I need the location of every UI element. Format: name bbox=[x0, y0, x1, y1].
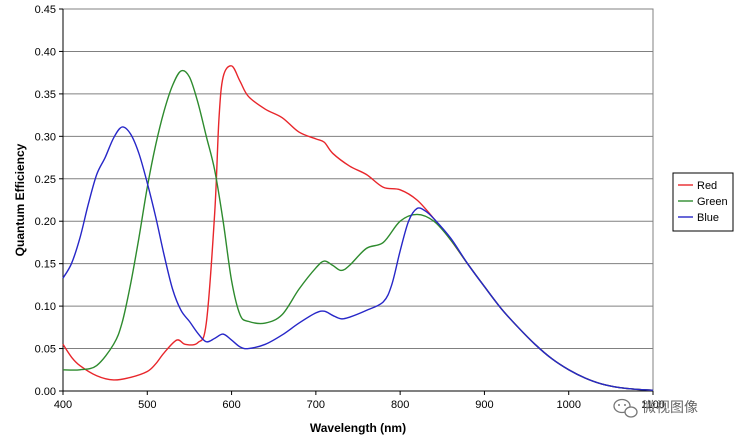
x-tick-label: 1100 bbox=[641, 399, 665, 411]
x-tick-label: 1000 bbox=[556, 399, 580, 411]
chat-bubble-icon bbox=[613, 398, 638, 418]
y-tick-label: 0.30 bbox=[35, 131, 56, 143]
watermark-text: 微视图像 bbox=[642, 399, 698, 415]
series-line-blue bbox=[62, 126, 654, 391]
y-axis-title: Quantum Efficiency bbox=[13, 143, 27, 256]
x-tick-label: 900 bbox=[475, 399, 493, 411]
y-tick-label: 0.25 bbox=[35, 174, 56, 186]
legend-box bbox=[672, 172, 734, 232]
y-tick-label: 0.05 bbox=[35, 344, 56, 356]
axes bbox=[62, 9, 653, 392]
series-line-red bbox=[62, 65, 654, 391]
y-tick-label: 0.45 bbox=[35, 4, 56, 16]
y-tick-label: 0.35 bbox=[35, 89, 56, 101]
legend-label-red: Red bbox=[697, 180, 717, 192]
y-tick-label: 0.10 bbox=[35, 301, 56, 313]
watermark: 微视图像 bbox=[613, 398, 698, 418]
y-tick-labels: 0.00 0.05 0.10 0.15 0.20 0.25 0.30 0.35 0.40 0.45 bbox=[35, 4, 63, 398]
gridlines bbox=[63, 8, 653, 350]
y-tick-label: 0.20 bbox=[35, 216, 56, 228]
x-tick-labels: 400 500 600 700 800 900 1000 1100 bbox=[54, 391, 665, 411]
x-tick-label: 700 bbox=[307, 399, 325, 411]
legend: Red Green Blue bbox=[672, 172, 734, 232]
y-tick-label: 0.00 bbox=[35, 386, 56, 398]
y-tick-label: 0.15 bbox=[35, 259, 56, 271]
legend-label-blue: Blue bbox=[697, 212, 719, 224]
x-tick-label: 600 bbox=[222, 399, 240, 411]
x-axis-title: Wavelength (nm) bbox=[310, 421, 406, 435]
series-lines bbox=[62, 65, 654, 391]
legend-label-green: Green bbox=[697, 196, 728, 208]
series-line-green bbox=[62, 69, 654, 391]
x-tick-label: 400 bbox=[54, 399, 72, 411]
y-tick-label: 0.40 bbox=[35, 46, 56, 58]
x-tick-label: 500 bbox=[138, 399, 156, 411]
x-tick-label: 800 bbox=[391, 399, 409, 411]
